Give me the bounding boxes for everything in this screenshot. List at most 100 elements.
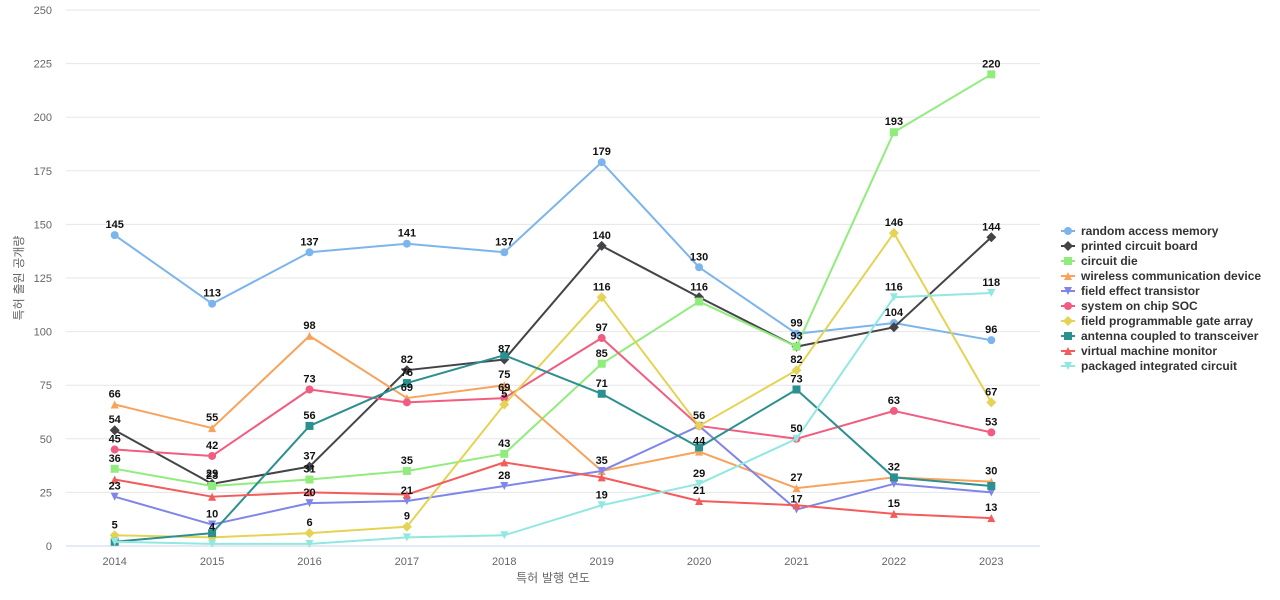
data-point <box>596 240 607 251</box>
data-label: 55 <box>206 412 218 424</box>
data-label: 140 <box>593 230 611 242</box>
data-point <box>110 231 119 240</box>
data-point <box>695 496 704 505</box>
series-8 <box>110 458 996 523</box>
data-label: 137 <box>495 236 513 248</box>
data-point <box>695 263 704 272</box>
data-point <box>792 501 801 510</box>
x-axis-ticks: 2014 2015 2016 2017 2018 2019 2020 2021 2022 2023 <box>102 556 1003 568</box>
data-point <box>792 385 801 394</box>
data-point <box>500 458 509 467</box>
x-tick-label: 2019 <box>589 556 613 568</box>
data-label: 27 <box>790 472 802 484</box>
data-point <box>402 533 411 542</box>
data-label: 66 <box>109 388 121 400</box>
data-point <box>110 537 119 546</box>
series-0 <box>110 158 996 345</box>
legend-label: printed circuit board <box>1081 239 1198 253</box>
data-point <box>987 514 996 523</box>
data-point <box>986 397 997 408</box>
y-tick-label: 25 <box>40 487 52 499</box>
data-label: 69 <box>498 382 510 394</box>
y-tick-label: 225 <box>34 59 52 71</box>
legend-item[interactable]: packaged integrated circuit <box>1061 359 1237 373</box>
data-point <box>305 475 314 484</box>
legend-item[interactable]: system on chip SOC <box>1061 299 1198 313</box>
data-label: 28 <box>498 470 510 482</box>
data-label: 93 <box>790 331 802 343</box>
data-label: 82 <box>401 354 413 366</box>
x-tick-label: 2021 <box>784 556 808 568</box>
x-tick-label: 2020 <box>687 556 711 568</box>
data-point <box>402 239 411 248</box>
legend-label: circuit die <box>1081 254 1138 268</box>
legend-item[interactable]: field programmable gate array <box>1061 314 1253 328</box>
data-label: 5 <box>501 388 507 400</box>
legend-item[interactable]: wireless communication device <box>1061 269 1261 283</box>
data-label: 9 <box>404 511 410 523</box>
series-line <box>114 424 992 526</box>
data-label: 76 <box>401 367 413 379</box>
legend-label: virtual machine monitor <box>1081 344 1217 358</box>
data-label: 43 <box>498 438 510 450</box>
data-label: 56 <box>303 410 315 422</box>
data-point <box>889 406 898 415</box>
data-label: 13 <box>985 502 997 514</box>
data-point <box>110 464 119 473</box>
data-point <box>987 481 996 490</box>
data-point <box>987 488 996 497</box>
data-label: 23 <box>206 470 218 482</box>
data-label: 71 <box>596 378 608 390</box>
y-tick-label: 0 <box>46 541 52 553</box>
data-point <box>792 329 801 338</box>
data-label: 137 <box>300 236 318 248</box>
data-label: 42 <box>206 440 218 452</box>
data-label: 118 <box>982 277 1000 289</box>
legend-item[interactable]: field effect transistor <box>1061 284 1200 298</box>
data-point <box>500 381 509 390</box>
legend-item[interactable]: circuit die <box>1061 254 1138 268</box>
data-label: 130 <box>690 251 708 263</box>
legend-item[interactable]: virtual machine monitor <box>1061 344 1217 358</box>
data-label: 220 <box>982 58 1000 70</box>
data-label: 96 <box>985 324 997 336</box>
series-line <box>114 73 992 487</box>
data-point <box>110 400 119 409</box>
data-point <box>889 479 898 488</box>
data-label: 145 <box>106 219 124 231</box>
data-point <box>792 342 801 351</box>
data-point <box>889 473 898 482</box>
data-point <box>110 492 119 501</box>
legend-label: system on chip SOC <box>1081 299 1198 313</box>
data-point <box>208 424 217 433</box>
data-point <box>402 496 411 505</box>
data-point <box>792 434 801 443</box>
series-line <box>114 337 992 457</box>
data-point <box>208 529 217 538</box>
data-label: 37 <box>303 451 315 463</box>
data-label: 17 <box>790 494 802 506</box>
data-label: 104 <box>885 307 904 319</box>
data-point <box>402 490 411 499</box>
data-label: 50 <box>790 423 802 435</box>
series-line <box>114 161 992 342</box>
y-axis-title: 특허 출원 공개량 <box>12 236 26 321</box>
data-point <box>208 520 217 529</box>
data-point <box>401 365 412 376</box>
legend-item[interactable]: antenna coupled to transceiver <box>1061 329 1259 343</box>
data-label: 75 <box>498 369 510 381</box>
data-label: 67 <box>985 386 997 398</box>
x-tick-label: 2016 <box>297 556 321 568</box>
data-point <box>597 501 606 510</box>
data-point <box>110 475 119 484</box>
data-point <box>695 479 704 488</box>
data-point <box>888 227 899 238</box>
legend-item[interactable]: printed circuit board <box>1061 239 1198 253</box>
legend-item[interactable]: random access memory <box>1061 224 1219 238</box>
series-group <box>109 70 997 548</box>
data-point <box>208 299 217 308</box>
x-tick-label: 2014 <box>102 556 126 568</box>
data-point <box>305 421 314 430</box>
